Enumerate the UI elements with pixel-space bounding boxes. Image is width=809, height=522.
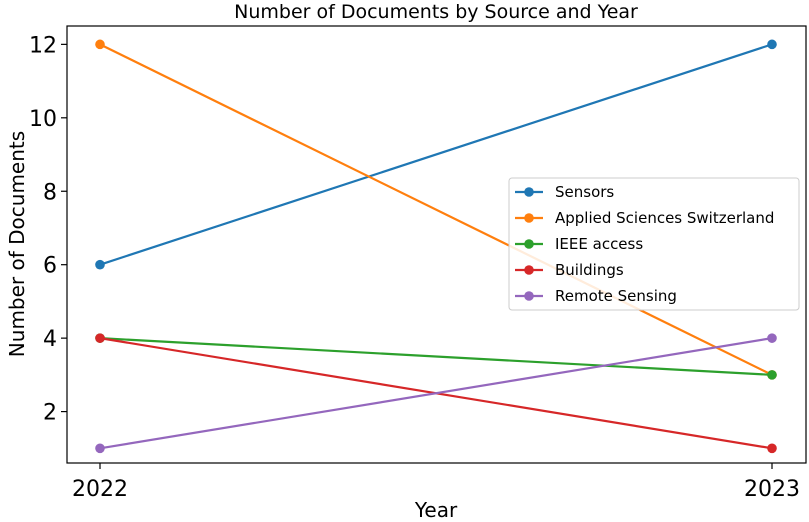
y-tick-label: 12 [29,33,57,58]
x-tick-label: 2022 [72,477,128,502]
y-tick-label: 2 [43,401,57,426]
data-point [95,443,105,454]
series-sensors [95,39,777,270]
legend-marker [524,291,534,301]
data-point [767,443,777,454]
series-line [99,43,773,376]
legend-label: IEEE access [555,235,643,253]
series-line [99,337,773,376]
series-remote-sensing [95,333,777,454]
y-tick-label: 8 [43,180,57,205]
data-point [767,333,777,343]
legend-item: IEEE access [515,235,643,253]
x-tick-label: 2023 [744,477,800,502]
legend-marker [524,213,534,223]
y-tick-label: 10 [29,107,57,132]
legend-box [508,177,800,311]
data-point [95,259,105,270]
legend-label: Applied Sciences Switzerland [555,209,774,227]
legend-label: Sensors [555,183,614,201]
legend-label: Remote Sensing [555,287,677,305]
y-tick-label: 6 [43,254,57,279]
legend: Sensors Applied Sciences Switzerland IEEE … [508,177,800,311]
data-point [767,370,777,380]
legend-marker [524,239,534,249]
legend-item: Applied Sciences Switzerland [515,209,774,227]
legend-item: Remote Sensing [515,287,677,305]
data-point [95,39,105,50]
chart-title: Number of Documents by Source and Year [234,1,638,23]
legend-label: Buildings [555,261,624,279]
x-axis: 2022 2023 [72,463,800,502]
y-tick-label: 4 [43,327,57,352]
x-axis-label: Year [414,498,458,522]
data-point [767,39,777,50]
series-line [99,337,773,450]
series-line [99,43,773,266]
y-axis-label: Number of Documents [5,131,29,357]
legend-item: Sensors [515,183,614,201]
data-point [95,333,105,343]
y-axis: 2 4 6 8 10 12 [29,33,67,426]
legend-marker [524,187,534,197]
series-group [95,39,777,454]
legend-item: Buildings [515,261,624,279]
legend-marker [524,265,534,275]
